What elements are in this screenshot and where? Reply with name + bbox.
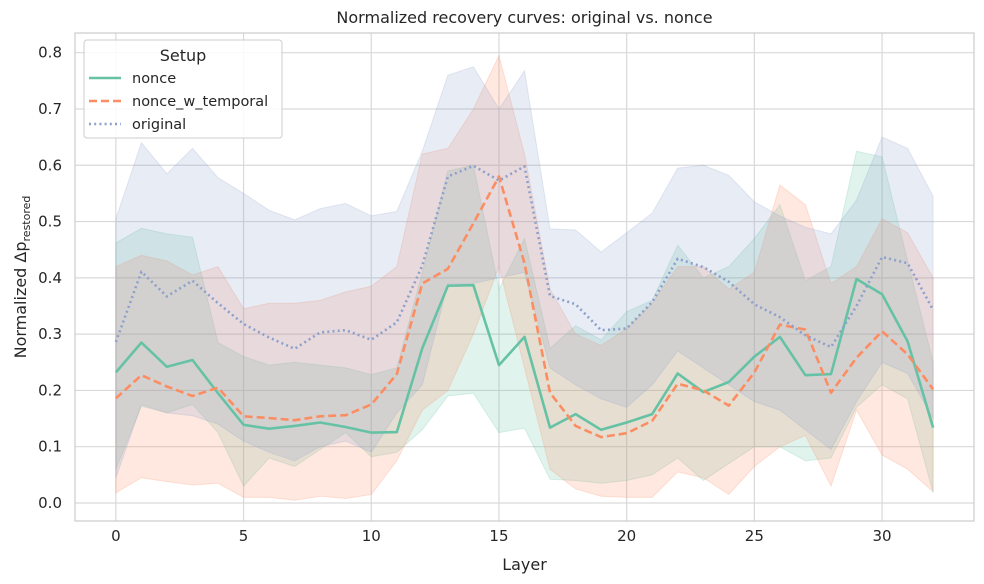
chart-title: Normalized recovery curves: original vs.… <box>336 8 712 27</box>
x-tick-label: 0 <box>111 527 121 545</box>
y-tick-label: 0.3 <box>38 325 62 343</box>
y-tick-label: 0.1 <box>38 438 62 456</box>
legend: Setup nonce nonce_w_temporal original <box>83 39 283 139</box>
x-tick-label: 20 <box>617 527 636 545</box>
legend-label-nonce-w-temporal: nonce_w_temporal <box>132 94 268 110</box>
legend-items: nonce nonce_w_temporal original <box>89 71 268 133</box>
legend-title: Setup <box>160 46 207 65</box>
x-tick-label: 25 <box>745 527 764 545</box>
x-tick-label: 5 <box>239 527 249 545</box>
axis-ticks: 0 5 10 15 20 25 30 0.0 0.1 0.2 0.3 0.4 0.5 0.6 0.7 0.8 <box>38 44 891 545</box>
y-tick-label: 0.8 <box>38 44 62 62</box>
series-line-nonce-w-temporal <box>115 175 935 439</box>
legend-label-nonce: nonce <box>132 71 176 87</box>
legend-label-original: original <box>132 117 186 133</box>
series-line-original <box>114 164 935 351</box>
y-tick-label: 0.2 <box>38 381 62 399</box>
y-axis-title-main: Normalized Δp <box>11 241 30 358</box>
series-lines <box>114 164 935 439</box>
x-axis-title: Layer <box>502 555 547 574</box>
confidence-band-original <box>115 66 934 478</box>
confidence-band-nonce-w-temporal <box>115 54 934 501</box>
confidence-bands <box>115 54 934 501</box>
y-tick-label: 0.6 <box>38 156 62 174</box>
y-tick-label: 0.4 <box>38 269 62 287</box>
y-tick-label: 0.7 <box>38 100 62 118</box>
x-tick-label: 15 <box>489 527 508 545</box>
y-tick-label: 0.5 <box>38 213 62 231</box>
x-tick-label: 30 <box>873 527 892 545</box>
confidence-band-nonce <box>115 150 934 494</box>
y-axis-title: Normalized Δprestored <box>11 196 33 359</box>
legend-box <box>83 39 283 139</box>
y-axis-title-subscript: restored <box>20 196 33 242</box>
series-line-nonce <box>114 277 935 434</box>
y-tick-label: 0.0 <box>38 494 62 512</box>
plot-area-frame <box>74 32 975 522</box>
x-tick-label: 10 <box>362 527 381 545</box>
